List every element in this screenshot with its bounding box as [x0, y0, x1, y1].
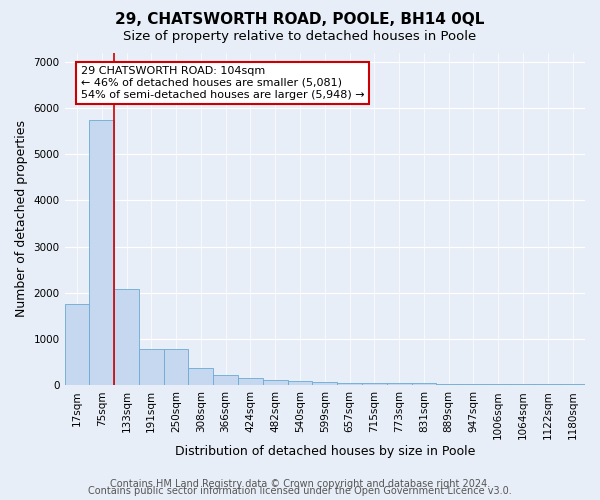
Bar: [114, 289, 139, 386]
Text: Size of property relative to detached houses in Poole: Size of property relative to detached ho…: [124, 30, 476, 43]
Bar: [139, 349, 164, 386]
Bar: [65, 304, 89, 386]
Bar: [337, 382, 362, 386]
Bar: [313, 382, 337, 386]
Bar: [412, 384, 436, 386]
Bar: [486, 384, 511, 386]
Text: Contains HM Land Registry data © Crown copyright and database right 2024.: Contains HM Land Registry data © Crown c…: [110, 479, 490, 489]
Text: 29 CHATSWORTH ROAD: 104sqm
← 46% of detached houses are smaller (5,081)
54% of s: 29 CHATSWORTH ROAD: 104sqm ← 46% of deta…: [80, 66, 364, 100]
Bar: [213, 375, 238, 386]
Bar: [362, 383, 387, 386]
Bar: [89, 120, 114, 386]
Bar: [238, 378, 263, 386]
Text: 29, CHATSWORTH ROAD, POOLE, BH14 0QL: 29, CHATSWORTH ROAD, POOLE, BH14 0QL: [115, 12, 485, 28]
Bar: [511, 384, 535, 386]
Text: Contains public sector information licensed under the Open Government Licence v3: Contains public sector information licen…: [88, 486, 512, 496]
Bar: [287, 382, 313, 386]
Bar: [436, 384, 461, 386]
Bar: [188, 368, 213, 386]
X-axis label: Distribution of detached houses by size in Poole: Distribution of detached houses by size …: [175, 444, 475, 458]
Bar: [164, 349, 188, 386]
Bar: [387, 384, 412, 386]
Bar: [263, 380, 287, 386]
Bar: [461, 384, 486, 386]
Bar: [560, 384, 585, 386]
Y-axis label: Number of detached properties: Number of detached properties: [15, 120, 28, 318]
Bar: [535, 384, 560, 386]
